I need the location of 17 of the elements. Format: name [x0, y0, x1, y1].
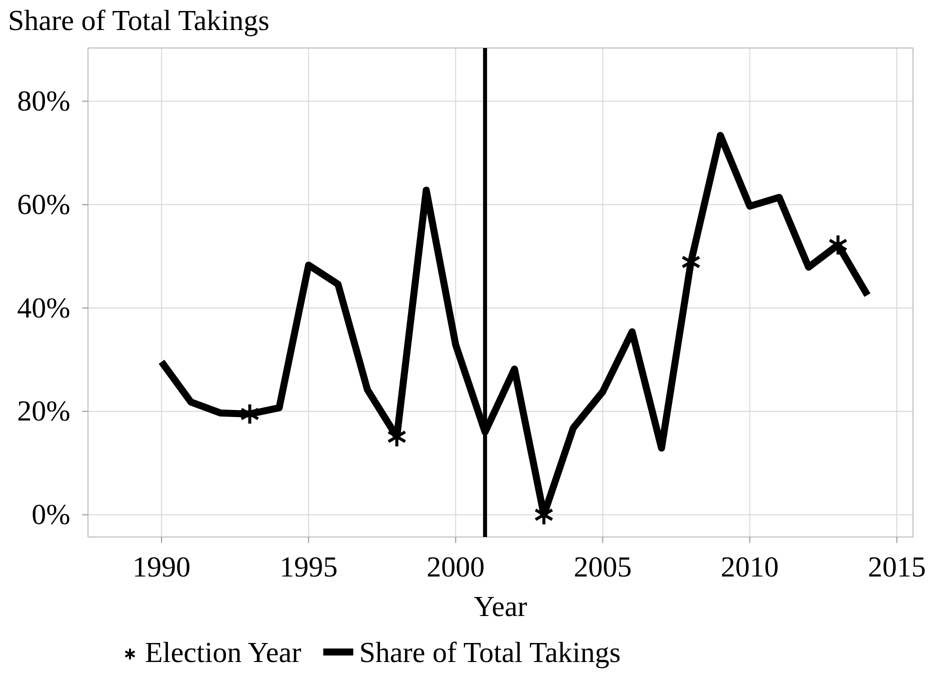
point [828, 234, 848, 256]
x-tick-label: 2015 [868, 551, 926, 584]
x-axis-title: Year [474, 591, 528, 623]
chart-title: Share of Total Takings [8, 5, 270, 37]
x-tick-label: 2000 [426, 551, 485, 584]
x-tick-label: 1995 [280, 551, 338, 584]
y-tick-label: 20% [17, 396, 70, 428]
point [240, 402, 260, 426]
legend-label: Election Year [145, 637, 302, 669]
x-tick-label: 2010 [720, 551, 779, 584]
legend-label: Share of Total Takings [359, 637, 621, 669]
y-tick-label: 80% [17, 86, 70, 118]
y-tick-label: 60% [17, 188, 70, 221]
y-tick-label: 0% [32, 499, 70, 532]
x-tick-label: 1990 [132, 551, 191, 584]
x-tick-label: 2005 [574, 551, 632, 584]
y-tick-label: 40% [17, 292, 70, 324]
